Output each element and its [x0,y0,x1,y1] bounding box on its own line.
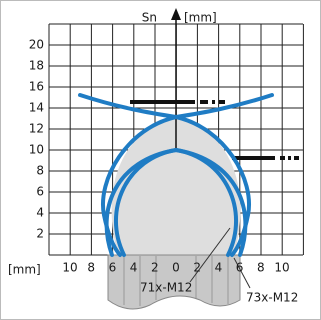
y-axis-title: Sn [142,11,157,25]
x-tick-label: 2 [193,261,201,275]
y-tick-label: 14 [29,101,44,115]
y-tick-label: 8 [36,164,44,178]
curve-71x [113,147,248,257]
leader-line [189,227,231,283]
x-tick-label: 6 [236,261,244,275]
y-tick-label: 20 [29,38,44,52]
x-tick-label: 10 [274,261,289,275]
sensor-thread [123,256,229,306]
x-tick-label: 4 [130,261,138,275]
y-tick-label: 10 [29,143,44,157]
y-tick-label: 2 [36,227,44,241]
y-tick-label: 4 [36,206,44,220]
sensor-label: 73x-M12 [246,291,298,305]
x-tick-label: 10 [62,261,77,275]
y-tick-label: 18 [29,59,44,73]
y-axis-unit: [mm] [184,11,217,25]
x-tick-label: 8 [257,261,265,275]
x-tick-label: 2 [151,261,159,275]
y-tick-label: 16 [29,80,44,94]
x-tick-label: 4 [215,261,223,275]
zone [111,118,241,255]
sensor-label: 71x-M12 [140,281,192,295]
y-tick-label: 12 [29,122,44,136]
leader-line [233,257,251,289]
x-tick-label: 0 [172,261,180,275]
sensor-body [107,254,241,310]
x-tick-label: 6 [109,261,117,275]
x-tick-label: 8 [87,261,95,275]
x-axis-unit: [mm] [8,263,41,277]
y-axis-arrow [171,8,181,20]
y-tick-label: 6 [36,185,44,199]
